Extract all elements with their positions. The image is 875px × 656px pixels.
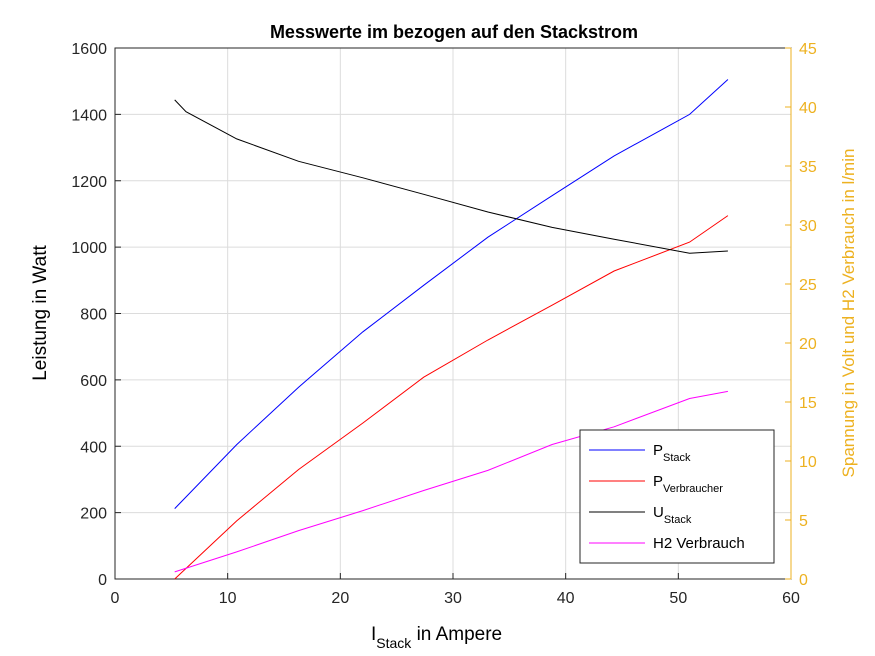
y-right-tick-label: 20 — [799, 336, 817, 353]
legend-label: PStack — [653, 442, 691, 464]
axis-ticks: 0 10 20 30 40 50 60020040060080010001200140016… — [71, 41, 816, 607]
y-axis-left-label: Leistung in Watt — [30, 245, 51, 381]
y-right-tick-label: 45 — [799, 41, 817, 58]
x-axis-label-main: I — [371, 624, 376, 645]
series-line — [174, 215, 729, 580]
y-left-tick-label: 600 — [80, 373, 107, 390]
legend-label: PVerbraucher — [653, 473, 723, 495]
y-left-tick-label: 1200 — [71, 174, 107, 191]
y-left-tick-label: 400 — [80, 439, 107, 456]
y-left-tick-label: 1600 — [71, 41, 107, 58]
y-right-tick-label: 35 — [799, 159, 817, 176]
x-tick-label: 30 — [444, 590, 462, 607]
y-left-tick-label: 800 — [80, 307, 107, 324]
series-line — [174, 390, 728, 573]
x-tick-label: 0 — [111, 590, 120, 607]
legend-box — [579, 429, 775, 564]
legend: PStack PVerbraucher UStack H2 Verbrauch — [579, 429, 775, 564]
legend-label: H2 Verbrauch — [653, 535, 745, 552]
x-axis-label: IStack in Ampere — [371, 624, 502, 651]
y-right-tick-label: 5 — [799, 513, 808, 530]
x-tick-label: 10 — [219, 590, 237, 607]
x-tick-label: 20 — [331, 590, 349, 607]
series-line — [174, 99, 728, 254]
y-right-tick-label: 30 — [799, 218, 817, 235]
legend-label: UStack — [653, 504, 692, 526]
series-lines — [174, 79, 729, 580]
chart-title: Messwerte im bezogen auf den Stackstrom — [270, 22, 638, 42]
x-tick-label: 40 — [557, 590, 575, 607]
x-axis-label-rest: in Ampere — [411, 624, 502, 645]
y-right-tick-label: 15 — [799, 395, 817, 412]
series-line — [174, 79, 729, 509]
y-axis-right-label: Spannung in Volt und H2 Verbrauch in l/m… — [839, 149, 858, 478]
x-axis-label-sub: Stack — [376, 635, 412, 651]
y-right-tick-label: 10 — [799, 454, 817, 471]
x-tick-label: 50 — [669, 590, 687, 607]
y-left-tick-label: 1400 — [71, 107, 107, 124]
y-right-tick-label: 25 — [799, 277, 817, 294]
y-left-tick-label: 0 — [98, 572, 107, 589]
x-tick-label: 60 — [782, 590, 800, 607]
y-right-tick-label: 0 — [799, 572, 808, 589]
y-right-tick-label: 40 — [799, 100, 817, 117]
y-left-tick-label: 200 — [80, 506, 107, 523]
y-left-tick-label: 1000 — [71, 240, 107, 257]
